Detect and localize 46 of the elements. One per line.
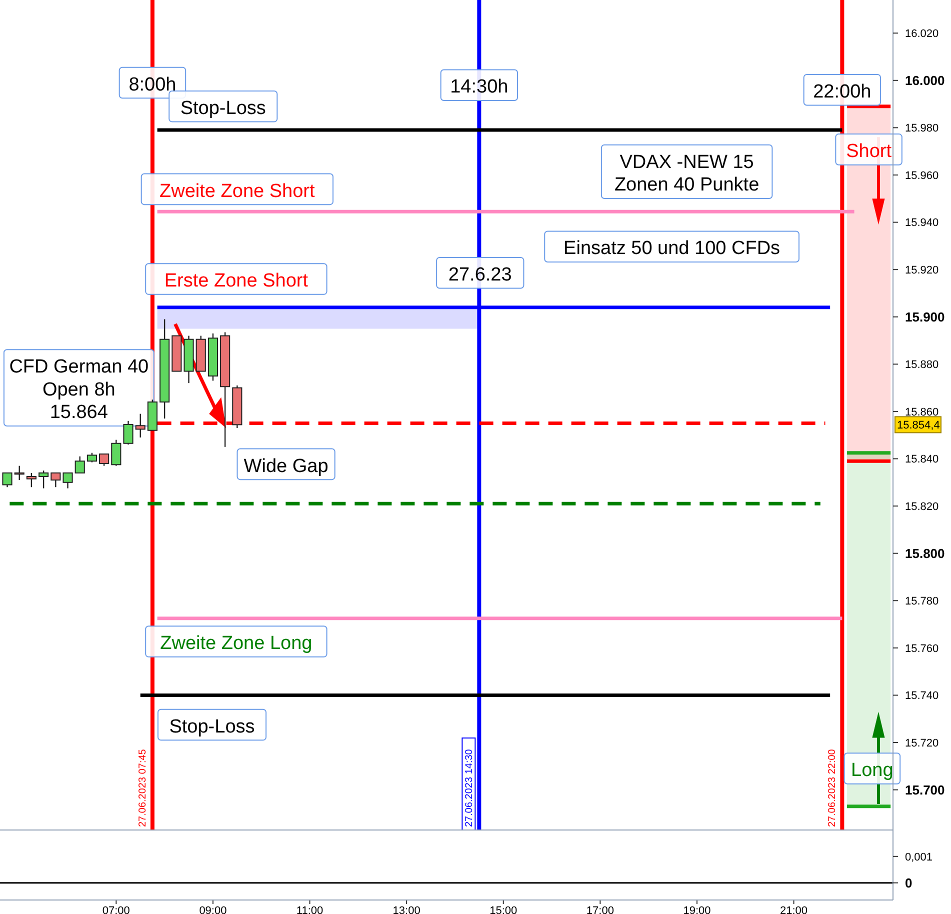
y-tick-label: 16.020 <box>905 28 939 40</box>
annotation: Short <box>846 141 892 162</box>
y-tick-label: 15.920 <box>905 264 939 276</box>
annotation: Einsatz 50 und 100 CFDs <box>564 238 780 260</box>
y-tick-label: 15.760 <box>905 642 939 655</box>
y-tick-label: 15.860 <box>905 406 939 418</box>
y-tick-label: 16.000 <box>905 72 945 88</box>
y-tick-label: 15.840 <box>905 454 939 466</box>
annotation: Erste Zone Short <box>164 270 309 292</box>
y-tick-label: 15.820 <box>905 500 939 513</box>
y-tick-label: 15.700 <box>905 782 945 798</box>
y-tick-label: 15.900 <box>905 309 945 324</box>
y-tick-label: 15.800 <box>905 546 945 561</box>
text: 15.854,4 <box>897 420 940 432</box>
annotation: Stop-Loss <box>169 716 255 738</box>
x-tick-label: 21:00 <box>780 905 808 914</box>
annotation: Wide Gap <box>244 456 328 477</box>
y-tick-label: 15.720 <box>905 737 939 750</box>
annotation: 27.6.23 <box>448 264 512 286</box>
annotation: CFD German 40 Open 8h 15.864 <box>9 356 149 424</box>
x-tick-label: 19:00 <box>683 905 711 914</box>
y-tick-label: 15.980 <box>905 122 939 135</box>
annotation: Long <box>851 760 894 782</box>
x-tick-label: 15:00 <box>490 905 518 914</box>
annotation: Stop-Loss <box>180 98 266 120</box>
annotation: Zweite Zone Short <box>160 180 316 202</box>
annotation: 14:30h <box>450 76 508 98</box>
y-tick-label: 15.940 <box>905 217 939 230</box>
annotation: 22:00h <box>813 81 872 102</box>
x-tick-label: 07:00 <box>102 905 130 914</box>
x-tick-label: 17:00 <box>586 905 614 914</box>
y-tick-label: 15.880 <box>905 359 939 372</box>
y-tick-label: 15.740 <box>905 690 939 702</box>
annotation: Zweite Zone Long <box>160 633 312 654</box>
y-tick-label: 15.780 <box>905 595 939 608</box>
ref-line-label: 27.06.2023 14:30 <box>464 748 476 827</box>
x-tick-label: 09:00 <box>199 905 227 914</box>
y-tick-label: 0,001 <box>905 851 933 864</box>
annotation: 8:00h <box>128 74 176 96</box>
ref-line-label: 27.06.2023 07:45 <box>137 748 148 827</box>
y-tick-label: 15.960 <box>905 170 939 182</box>
annotation: VDAX -NEW 15 Zonen 40 Punkte <box>614 152 760 196</box>
x-tick-label: 13:00 <box>392 905 420 914</box>
y-tick-label: 0 <box>905 875 912 890</box>
x-tick-label: 11:00 <box>296 905 324 914</box>
ref-line-label: 27.06.2023 22:00 <box>827 748 838 827</box>
